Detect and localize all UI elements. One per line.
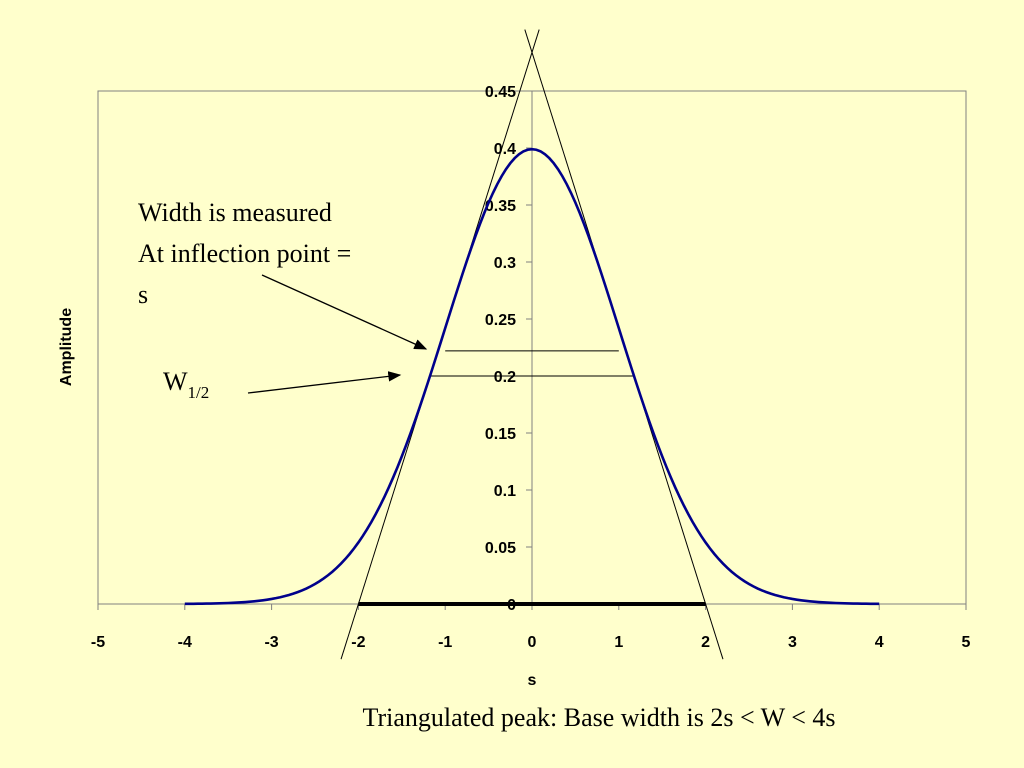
inflection-annotation-line2: At inflection point =	[138, 239, 351, 268]
x-tick-label: -3	[264, 634, 278, 651]
x-tick-label: 3	[788, 634, 797, 651]
x-tick-label: 0	[528, 634, 537, 651]
w-half-main: W	[163, 367, 188, 396]
y-axis-title: Amplitude	[58, 308, 75, 386]
x-tick-label: -2	[351, 634, 365, 651]
w-half-arrow	[247, 371, 402, 394]
x-tick-label: 4	[875, 634, 884, 651]
y-tick-label: 0.15	[485, 426, 516, 443]
x-tick-label: -5	[91, 634, 105, 651]
y-tick-label: 0.05	[485, 540, 516, 557]
w-half-label: W1/2	[163, 367, 209, 402]
x-tick-label: 1	[614, 634, 623, 651]
caption: Triangulated peak: Base width is 2s < W …	[363, 703, 836, 732]
inflection-annotation-line3: s	[138, 280, 148, 309]
y-tick-label: 0.4	[494, 141, 516, 158]
y-tick-label: 0.35	[485, 198, 516, 215]
y-tick-label: 0.25	[485, 312, 516, 329]
x-tick-label: -1	[438, 634, 452, 651]
w-half-subscript: 1/2	[188, 383, 210, 402]
series-group	[184, 147, 880, 606]
gaussian-curve	[184, 147, 880, 606]
x-axis-title: s	[528, 672, 537, 689]
y-tick-label: 0.1	[494, 483, 516, 500]
x-tick-label: 5	[962, 634, 971, 651]
inflection-annotation-line1: Width is measured	[138, 198, 332, 227]
y-tick-label: 0.3	[494, 255, 516, 272]
y-tick-label: 0.45	[485, 84, 516, 101]
inflection-arrow	[261, 274, 428, 350]
x-tick-label: 2	[701, 634, 710, 651]
x-tick-label: -4	[178, 634, 192, 651]
y-tick-label: 0.2	[494, 369, 516, 386]
